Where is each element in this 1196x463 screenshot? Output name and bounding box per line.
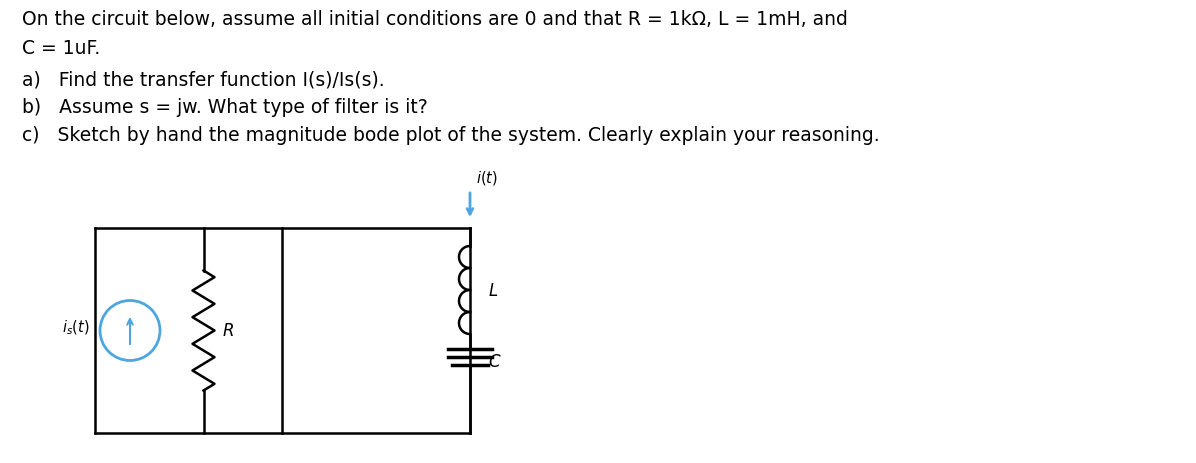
Text: a)   Find the transfer function I(s)/Is(s).: a) Find the transfer function I(s)/Is(s)… [22, 70, 385, 89]
Text: $C$: $C$ [488, 352, 501, 370]
Text: c)   Sketch by hand the magnitude bode plot of the system. Clearly explain your : c) Sketch by hand the magnitude bode plo… [22, 126, 879, 145]
Text: $i(t)$: $i(t)$ [476, 169, 498, 187]
Text: $L$: $L$ [488, 282, 499, 300]
Text: C = 1uF.: C = 1uF. [22, 39, 100, 58]
Text: $i_s(t)$: $i_s(t)$ [62, 318, 90, 336]
Text: $R$: $R$ [221, 322, 233, 340]
Text: b)   Assume s = jw. What type of filter is it?: b) Assume s = jw. What type of filter is… [22, 98, 428, 117]
Text: On the circuit below, assume all initial conditions are 0 and that R = 1kΩ, L = : On the circuit below, assume all initial… [22, 10, 848, 29]
